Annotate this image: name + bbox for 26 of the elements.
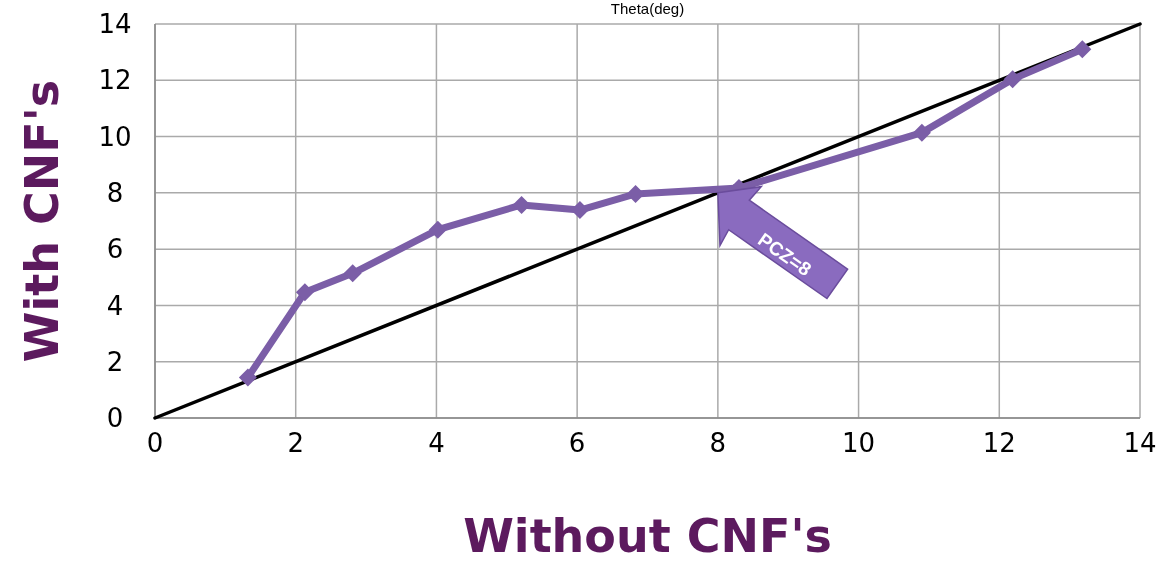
x-tick-label: 14 [1123,428,1157,458]
y-tick-label: 14 [98,9,132,40]
y-tick-label: 4 [106,290,124,321]
point [1073,40,1092,59]
y-tick-label: 12 [98,65,132,96]
point [343,264,362,283]
x-tick-label: 0 [146,428,164,458]
y-tick-label: 8 [106,177,124,208]
x-tick-label: 8 [709,428,727,458]
point [912,123,931,142]
x-tick-label: 12 [982,428,1016,458]
y-axis-title: With CNF's [15,79,69,363]
point [428,220,447,239]
chart-title: Theta(deg) [610,0,685,17]
x-tick-label: 10 [842,428,876,458]
y-tick-label: 2 [106,346,124,377]
x-axis-title: Without CNF's [463,509,832,562]
y-tick-label: 6 [106,234,124,265]
x-tick-label: 4 [428,428,445,458]
point [295,283,314,302]
y-tick-label: 0 [106,403,124,434]
x-tick-label: 6 [568,428,586,458]
point [238,368,257,387]
point [1003,70,1022,89]
x-tick-label: 2 [287,428,304,458]
y-tick-label: 10 [98,121,132,152]
